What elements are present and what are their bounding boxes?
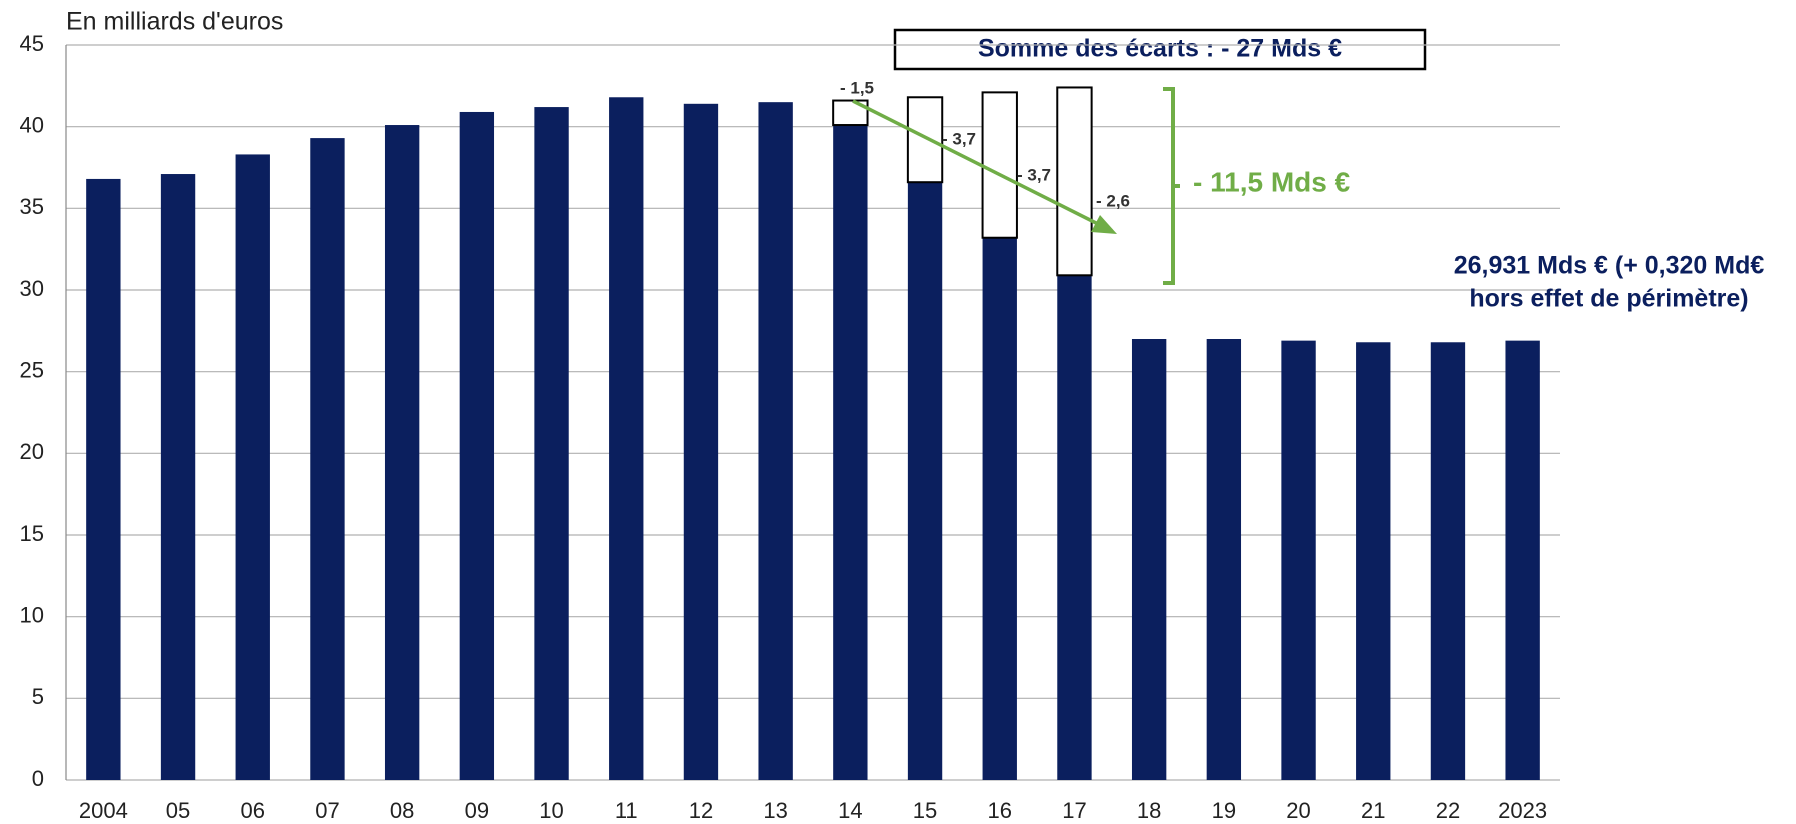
bar [1430, 342, 1466, 780]
bar [1356, 342, 1391, 780]
bar [86, 178, 121, 780]
y-tick-label: 5 [32, 684, 44, 709]
axis-label: En milliards d'euros [66, 8, 283, 36]
x-tick-label: 21 [1361, 798, 1385, 823]
x-tick-label: 09 [465, 798, 489, 823]
bar [1206, 339, 1242, 780]
bar [609, 97, 644, 781]
bar [833, 125, 868, 781]
x-tick-label: 05 [166, 798, 190, 823]
gap-label: - 2,6 [1096, 191, 1130, 210]
x-tick-label: 15 [913, 798, 937, 823]
x-tick-label: 2004 [79, 798, 128, 823]
y-tick-label: 35 [20, 194, 44, 219]
bar [235, 154, 270, 780]
x-tick-label: 12 [689, 798, 713, 823]
y-tick-label: 45 [20, 31, 44, 56]
gap-bar [1056, 86, 1093, 277]
bar [1057, 275, 1092, 780]
x-tick-label: 13 [763, 798, 787, 823]
final-note: 26,931 Mds € (+ 0,320 Md€ [1454, 252, 1765, 280]
gap-label: - 3,7 [942, 129, 976, 148]
bar [1505, 340, 1540, 780]
bar [683, 103, 719, 781]
x-tick-label: 2023 [1498, 798, 1547, 823]
sum-box-text: Somme des écarts : - 27 Mds € [978, 35, 1342, 63]
bar [459, 111, 495, 780]
x-tick-label: 17 [1062, 798, 1086, 823]
bracket [1163, 87, 1180, 285]
x-tick-label: 14 [838, 798, 862, 823]
bar [907, 182, 943, 780]
sum-box [893, 28, 1427, 71]
gap-bar [906, 96, 944, 184]
y-tick-label: 30 [20, 276, 44, 301]
y-tick-label: 20 [20, 439, 44, 464]
gap-label: - 3,7 [1017, 165, 1051, 184]
y-tick-label: 25 [20, 357, 44, 382]
x-tick-label: 07 [315, 798, 339, 823]
bar [160, 174, 196, 781]
y-tick-label: 0 [32, 766, 44, 791]
y-tick-label: 15 [20, 521, 44, 546]
x-tick-label: 06 [241, 798, 265, 823]
gap-label: - 1,5 [840, 78, 874, 97]
trend-arrow [852, 99, 1113, 233]
bar [982, 237, 1017, 780]
y-tick-label: 40 [20, 112, 44, 137]
x-tick-label: 11 [615, 798, 638, 823]
bar [1281, 340, 1316, 780]
y-tick-label: 10 [20, 602, 44, 627]
x-tick-label: 22 [1436, 798, 1460, 823]
bar [1131, 339, 1167, 780]
bar [758, 102, 793, 780]
arrow-head [1091, 215, 1117, 234]
final-note: hors effet de périmètre) [1469, 285, 1748, 313]
x-tick-label: 20 [1286, 798, 1310, 823]
x-tick-label: 10 [539, 798, 563, 823]
gap-bar [981, 91, 1018, 239]
bar [534, 107, 569, 781]
x-tick-label: 19 [1212, 798, 1236, 823]
x-tick-label: 08 [390, 798, 414, 823]
bar [310, 138, 345, 781]
bar [384, 125, 420, 781]
x-tick-label: 16 [988, 798, 1012, 823]
bracket-label: - 11,5 Mds € [1193, 166, 1351, 197]
x-tick-label: 18 [1137, 798, 1161, 823]
